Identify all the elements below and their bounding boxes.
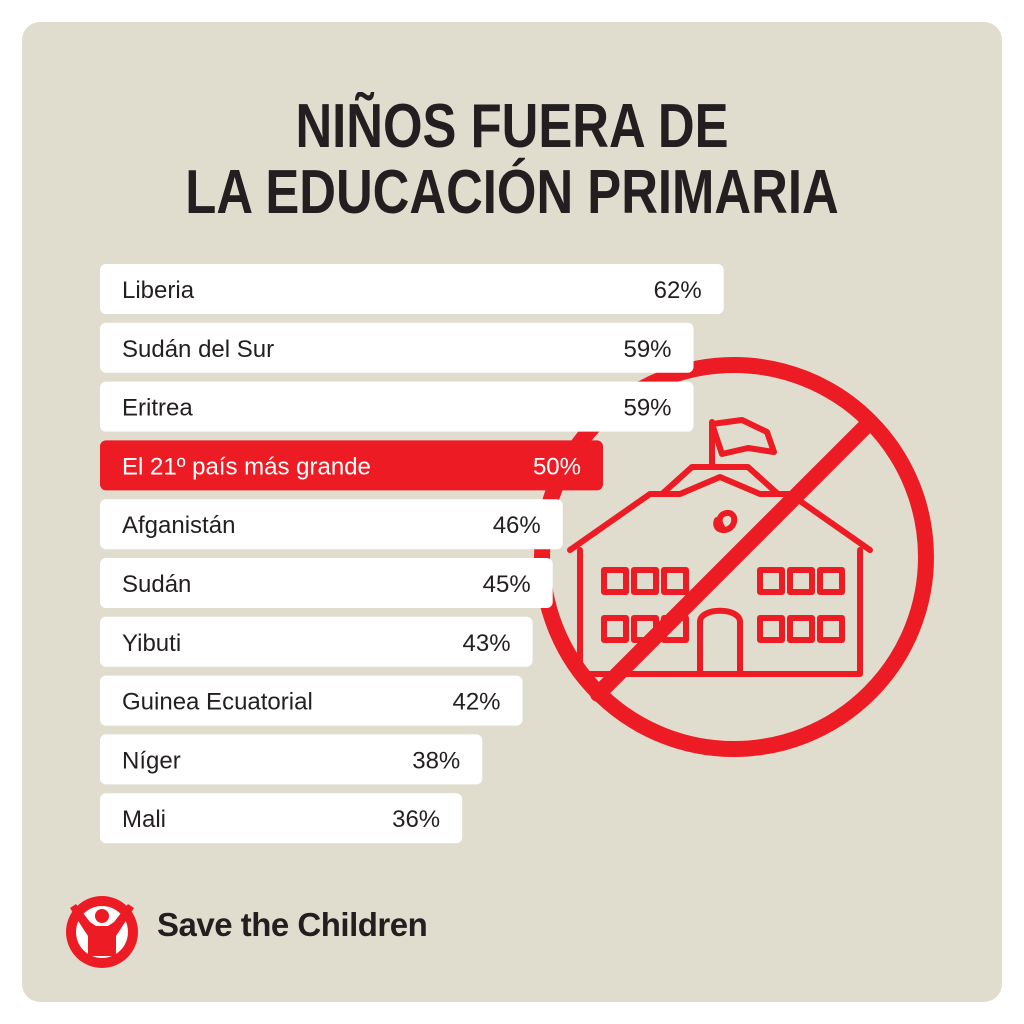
logo-text: Save the Children: [157, 906, 428, 943]
infographic-card: NIÑOS FUERA DE LA EDUCACIÓN PRIMARIA: [22, 22, 1002, 1002]
bar-label-6: Sudán: [122, 571, 191, 598]
window: [787, 567, 815, 595]
bar-10: [100, 793, 463, 844]
chart-title-line-1: NIÑOS FUERA DE: [295, 92, 729, 161]
save-the-children-logo-icon: [66, 896, 138, 968]
bar-1: [100, 264, 724, 314]
bar-label-9: Níger: [122, 747, 181, 774]
school-walls: [577, 547, 863, 677]
bar-value-8: 42%: [452, 689, 500, 716]
bar-label-8: Guinea Ecuatorial: [122, 689, 313, 716]
save-the-children-logo: Save the Children: [62, 882, 482, 977]
bar-label-10: Mali: [122, 806, 166, 833]
bar-label-7: Yibuti: [122, 630, 181, 657]
window: [661, 567, 689, 595]
bar-value-3: 59%: [623, 395, 671, 422]
bar-2: [100, 322, 694, 373]
bar-8: [100, 675, 523, 726]
bar-6: [100, 558, 553, 608]
window: [817, 615, 845, 643]
bar-value-9: 38%: [412, 747, 460, 774]
window: [601, 615, 629, 643]
bar-value-1: 62%: [654, 277, 702, 304]
window: [631, 567, 659, 595]
bar-4: [100, 440, 603, 491]
window: [601, 567, 629, 595]
window: [757, 567, 785, 595]
bar-value-4: 50%: [533, 453, 581, 480]
bar-value-10: 36%: [392, 806, 440, 833]
no-school-icon: [534, 357, 934, 757]
bar-3: [100, 381, 694, 432]
bar-label-2: Sudán del Sur: [122, 336, 274, 363]
school-upper-roof: [659, 464, 781, 497]
window: [757, 615, 785, 643]
bar-label-1: Liberia: [122, 277, 195, 304]
prohibition-circle: [534, 357, 934, 757]
prohibition-slash: [590, 414, 878, 702]
school-emblem: [713, 510, 738, 533]
bar-chart: Liberia 62% Sudán del Sur 59% Eritrea 59% El 2…: [100, 264, 724, 844]
chart-title: NIÑOS FUERA DE LA EDUCACIÓN PRIMARIA: [110, 94, 914, 226]
bar-5: [100, 499, 563, 550]
bar-label-3: Eritrea: [122, 395, 193, 422]
flag: [709, 417, 777, 457]
school-door: [697, 607, 743, 677]
bar-value-5: 46%: [493, 512, 541, 539]
bar-value-7: 43%: [463, 630, 511, 657]
bar-label-4: El 21º país más grande: [122, 453, 371, 480]
window: [817, 567, 845, 595]
bar-label-5: Afganistán: [122, 512, 235, 539]
bar-value-2: 59%: [623, 336, 671, 363]
bar-9: [100, 734, 483, 785]
bar-7: [100, 616, 533, 667]
window: [787, 615, 815, 643]
bar-value-6: 45%: [483, 571, 531, 598]
chart-title-line-2: LA EDUCACIÓN PRIMARIA: [185, 158, 839, 227]
